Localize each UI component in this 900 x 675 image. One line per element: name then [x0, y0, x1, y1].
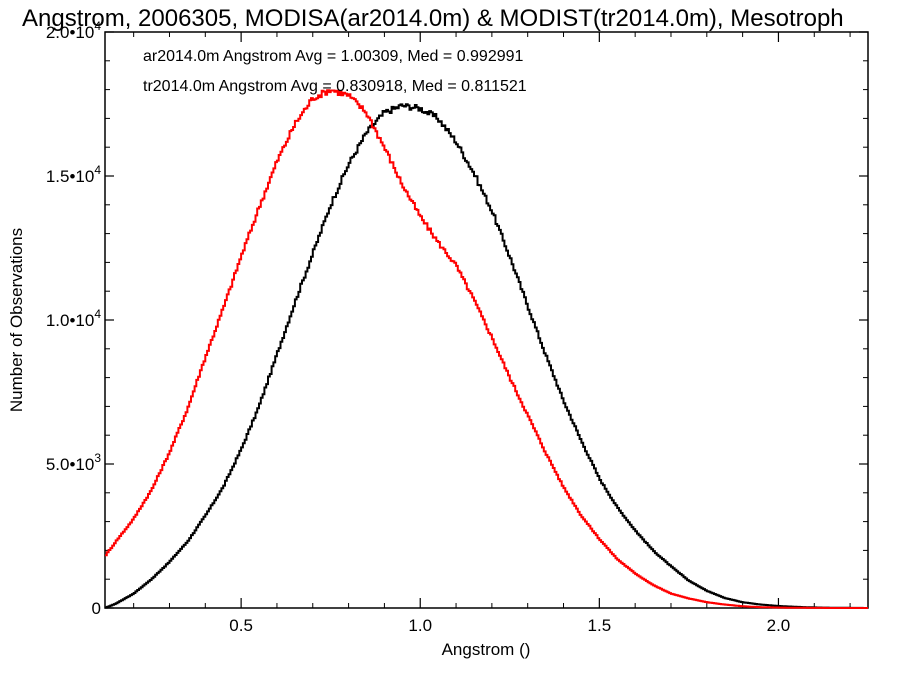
series-ar-histogram — [105, 103, 868, 609]
y-tick-exponent: 4 — [94, 307, 101, 321]
y-tick-label: 2.0•104 — [46, 19, 102, 42]
y-tick-label: 5.0•103 — [46, 451, 102, 474]
y-tick-exponent: 4 — [94, 19, 101, 33]
y-tick-exponent: 4 — [94, 163, 101, 177]
y-tick-label: 0 — [92, 599, 101, 618]
annotation-tr-stats: tr2014.0m Angstrom Avg = 0.830918, Med =… — [143, 78, 527, 95]
x-tick-label: 1.5 — [588, 616, 612, 635]
y-axis-ticks: 0 5.0•103 1.0•104 1.5•104 2.0•104 — [46, 19, 868, 618]
y-tick-label: 1.5•104 — [46, 163, 102, 186]
x-tick-label: 0.5 — [229, 616, 253, 635]
chart-title: Angstrom, 2006305, MODISA(ar2014.0m) & M… — [22, 5, 844, 32]
y-tick-exponent: 3 — [94, 451, 101, 465]
x-tick-label: 1.0 — [408, 616, 432, 635]
x-tick-label: 2.0 — [767, 616, 791, 635]
y-axis-label: Number of Observations — [7, 228, 26, 412]
y-tick-label: 1.0•104 — [46, 307, 102, 330]
series-layer — [105, 89, 868, 609]
x-axis-label: Angstrom () — [442, 640, 531, 659]
x-axis-ticks: 0.5 1.0 1.5 2.0 — [133, 32, 851, 635]
series-tr-histogram — [105, 89, 868, 609]
annotation-ar-stats: ar2014.0m Angstrom Avg = 1.00309, Med = … — [143, 48, 524, 65]
